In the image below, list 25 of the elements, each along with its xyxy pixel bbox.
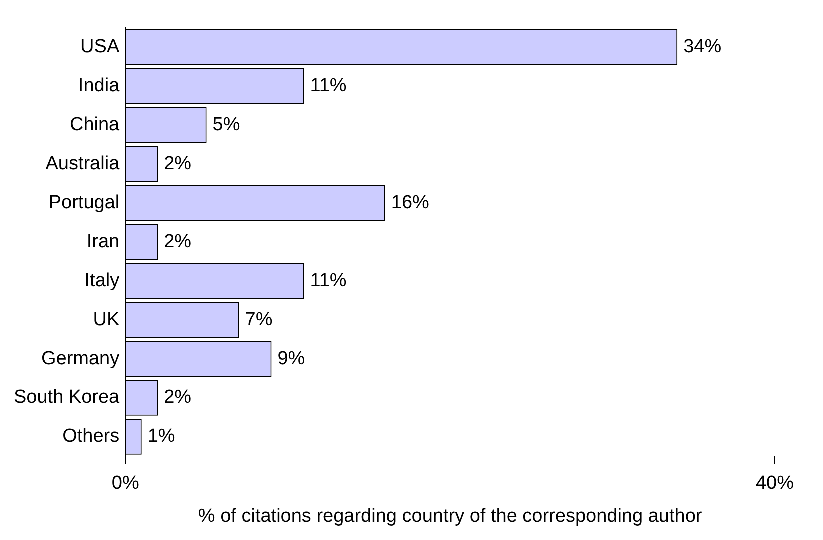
y-tick-label: Germany: [41, 348, 120, 370]
data-label: 9%: [278, 348, 306, 370]
y-tick-label: South Korea: [14, 387, 120, 408]
data-label: 2%: [164, 154, 192, 175]
data-label: 2%: [164, 387, 192, 408]
x-tick-label: 40%: [756, 473, 794, 494]
y-tick-label: China: [70, 114, 120, 136]
x-tick-label: 0%: [112, 473, 140, 494]
y-tick-label: Italy: [84, 270, 120, 292]
x-axis-title: % of citations regarding country of the corresponding author: [198, 506, 703, 527]
y-tick-label: Australia: [46, 154, 120, 175]
data-label: 34%: [684, 36, 722, 58]
y-tick-label: UK: [93, 309, 120, 330]
data-label: 11%: [310, 270, 347, 292]
y-tick-label: India: [78, 76, 120, 97]
data-label: 7%: [245, 309, 273, 330]
data-label: 11%: [310, 76, 347, 97]
data-label: 2%: [164, 231, 192, 252]
y-tick-label: Portugal: [48, 192, 120, 214]
data-label: 1%: [148, 426, 176, 448]
data-label: 5%: [212, 114, 240, 136]
data-label: 16%: [391, 192, 430, 214]
y-tick-label: Iran: [86, 231, 120, 252]
y-tick-label: Others: [62, 426, 120, 448]
y-tick-label: USA: [80, 36, 120, 58]
